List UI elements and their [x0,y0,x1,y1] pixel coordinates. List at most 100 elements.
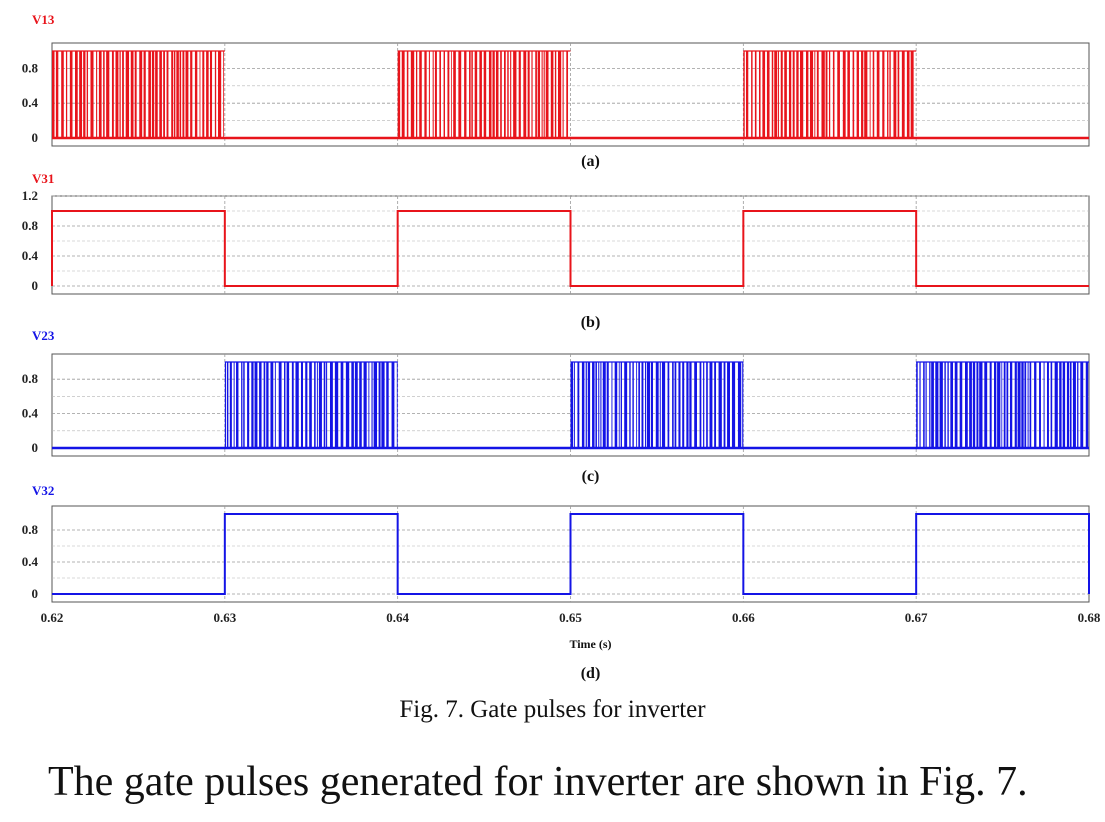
pwm-pulse [550,51,554,138]
pwm-pulse [954,362,958,448]
pwm-pulse [274,362,276,448]
pwm-pulse [901,51,905,138]
pwm-pulse [159,51,162,138]
pwm-pulse [861,51,864,138]
pwm-pulse [65,51,68,138]
pwm-pulse [229,362,232,448]
pwm-pulse [206,51,209,138]
pwm-pulse [439,51,441,138]
pwm-pulse [381,362,385,448]
pwm-pulse [667,362,670,448]
pwm-pulse [173,51,176,138]
square-wave-line [52,513,1090,595]
body-paragraph: The gate pulses generated for inverter a… [48,759,1028,805]
pwm-pulse [944,362,946,448]
pwm-pulse [800,51,804,138]
pwm-pulse [993,362,997,448]
pwm-pulse [155,51,158,138]
pwm-pulse [143,51,146,138]
x-tick-label: 0.63 [213,610,236,625]
pwm-pulse [305,362,308,448]
pwm-pulse [959,362,963,448]
pwm-pulse [391,362,395,448]
pwm-pulse [134,51,137,138]
pwm-pulse [751,51,753,138]
pwm-pulse [821,51,825,138]
pwm-pulse [714,362,717,448]
pwm-pulse [1003,362,1006,448]
pwm-pulse [777,51,779,138]
pwm-pulse [527,51,530,138]
pwm-pulse [766,51,770,138]
pwm-pulse [236,362,239,448]
pwm-pulse [923,362,925,448]
pwm-pulse [655,362,659,448]
x-tick-label: 0.62 [41,610,64,625]
pwm-pulse [935,362,939,448]
subplot-4: 0 0.4 0.8 V32 (d) 0.62 0.63 0.64 0.65 0.66 0.67 0.6… [22,483,1101,682]
subplot-label: (a) [581,153,600,170]
pwm-pulse [103,51,105,138]
pwm-pulse [1077,362,1079,448]
subplot-1: 0 0.4 0.8 V13 (a) [22,12,1090,170]
figure-caption: Fig. 7. Gate pulses for inverter [399,696,706,723]
pwm-pulse [474,51,478,138]
pwm-pulse [796,51,799,138]
subplot-3: 0 0.4 0.8 V23 (c) [22,328,1090,485]
pwm-pulse [682,362,685,448]
pwm-pulse [979,362,983,448]
pwm-pulse [847,51,850,138]
pwm-pulse [989,362,992,448]
pwm-burst [397,50,571,138]
pwm-pulse [115,51,119,138]
pwm-pulse [1043,362,1045,448]
pwm-pulse [645,362,647,448]
pwm-pulse [1027,362,1029,448]
pwm-pulse [758,51,761,138]
pwm-pulse [1062,362,1066,448]
pwm-pulse [825,51,828,138]
pwm-pulse [119,51,121,138]
pwm-pulse [226,362,229,448]
pwm-pulse [513,51,517,138]
pwm-pulse [61,51,64,138]
pwm-pulse [872,51,875,138]
pwm-pulse [611,362,613,448]
pwm-pulse [1046,362,1049,448]
y-tick-label: 0.4 [22,248,39,263]
x-tick-label: 0.65 [559,610,582,625]
pwm-burst [916,361,1089,448]
pwm-pulse [125,51,130,138]
pwm-pulse [856,51,859,138]
subplot-2: 0 0.4 0.8 1.2 V31 (b) [22,171,1090,331]
pwm-pulse [557,51,562,138]
pwm-pulse [424,51,427,138]
pwm-pulse [1029,362,1032,448]
pwm-pulse [689,362,692,448]
pwm-pulse [882,51,885,138]
pwm-pulse [876,51,880,138]
gate-pulse-figure: 0 0.4 0.8 V13 (a) 0 0.4 0.8 1.2 V31 (b) 0 0.4 0.8 V23 (… [22,12,1101,682]
pwm-pulse [869,51,871,138]
pwm-pulse [469,51,471,138]
pwm-pulse [887,51,889,138]
pwm-pulse [889,51,891,138]
pwm-pulse [641,362,644,448]
pwm-pulse [969,362,972,448]
pwm-pulse [1014,362,1017,448]
pwm-pulse [780,51,783,138]
y-tick-label: 0.8 [22,371,39,386]
pwm-pulse [731,362,736,448]
pwm-pulse [723,362,726,448]
pwm-pulse [471,51,473,138]
pwm-pulse [428,51,430,138]
pwm-pulse [816,51,819,138]
pwm-pulse [1006,362,1009,448]
pwm-pulse [190,51,193,138]
pwm-pulse [139,51,143,138]
pwm-pulse [574,362,575,448]
pwm-pulse [316,362,318,448]
pwm-pulse [925,362,927,448]
x-tick-label: 0.64 [386,610,409,625]
x-tick-label: 0.68 [1078,610,1101,625]
